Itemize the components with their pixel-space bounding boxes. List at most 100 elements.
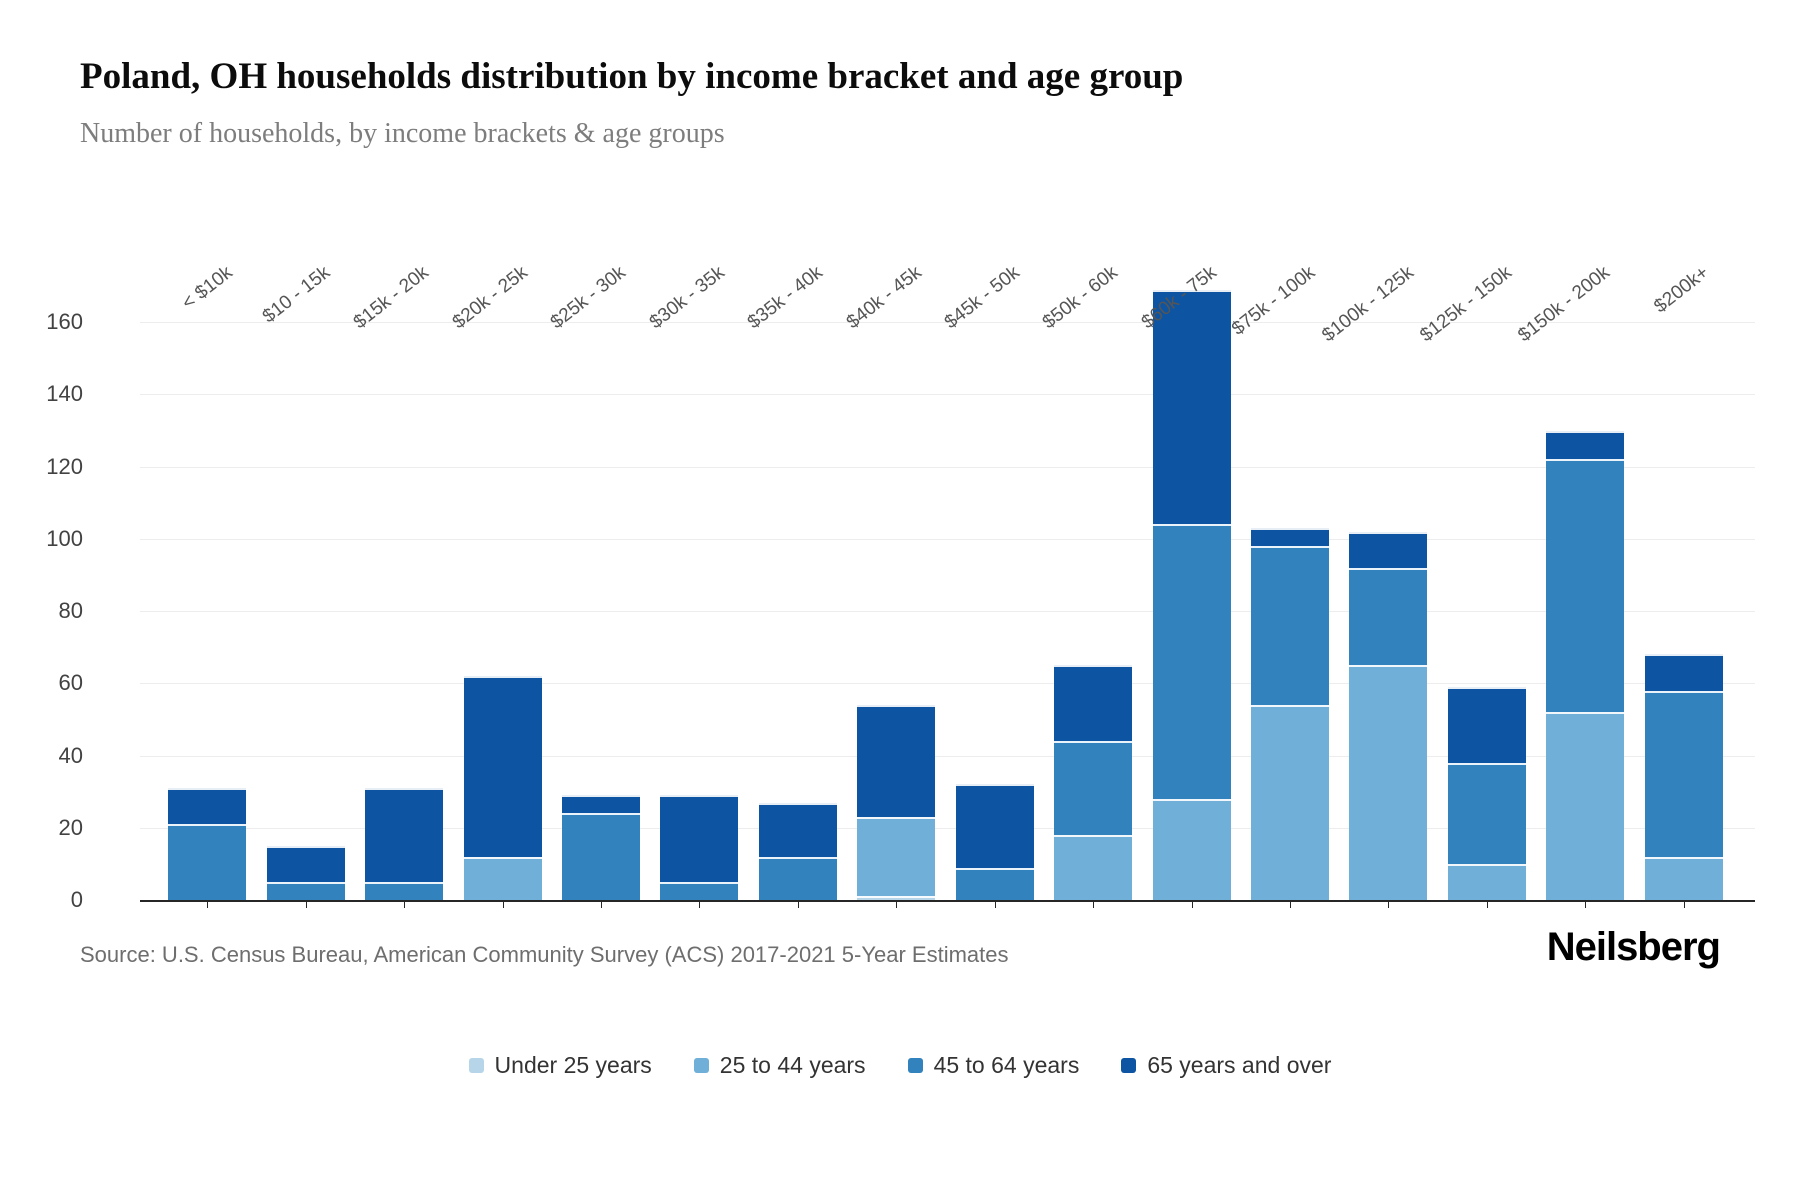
bar-segment[interactable]	[857, 816, 936, 897]
bar-slot: $60k - 75k	[1138, 250, 1240, 908]
x-axis-tick	[207, 902, 209, 908]
y-axis-label: 20	[58, 814, 83, 840]
legend-item[interactable]: 65 years and over	[1121, 1052, 1331, 1079]
bar-$60k - 75k[interactable]	[1152, 289, 1231, 900]
x-axis-tick	[797, 902, 799, 908]
bar-$25k - 30k[interactable]	[561, 795, 640, 900]
bar-slot: $40k - 45k	[842, 250, 945, 908]
legend-swatch-icon	[693, 1058, 709, 1073]
gridline	[140, 611, 1755, 613]
bar-$30k - 35k[interactable]	[660, 795, 739, 900]
x-axis-tick	[1585, 902, 1587, 908]
bar-segment[interactable]	[1251, 705, 1330, 900]
bar-segment[interactable]	[1644, 690, 1723, 857]
bar-segment[interactable]	[1546, 712, 1625, 900]
legend: Under 25 years 25 to 44 years 45 to 64 yea…	[0, 1052, 1800, 1079]
y-axis-label: 160	[46, 309, 83, 335]
bar-segment[interactable]	[660, 881, 739, 900]
page-subtitle: Number of households, by income brackets…	[80, 118, 725, 149]
bar-segment[interactable]	[1447, 686, 1526, 763]
y-axis-label: 80	[58, 598, 83, 624]
bar-segment[interactable]	[168, 824, 247, 900]
bar-segment[interactable]	[1447, 762, 1526, 864]
bar-segment[interactable]	[857, 705, 936, 817]
bar-segment[interactable]	[1251, 546, 1330, 705]
bar-< $10k[interactable]	[168, 788, 247, 900]
bar-$150k - 200k[interactable]	[1546, 430, 1625, 900]
bar-segment[interactable]	[1447, 863, 1526, 900]
page-title: Poland, OH households distribution by in…	[80, 56, 1184, 97]
bar-slot: $200k+	[1635, 250, 1733, 908]
bar-segment[interactable]	[561, 795, 640, 814]
bar-slot: $20k - 25k	[449, 250, 551, 908]
legend-item[interactable]: 45 to 64 years	[907, 1052, 1080, 1079]
bar-segment[interactable]	[168, 788, 247, 825]
bar-segment[interactable]	[1054, 835, 1133, 900]
bar-segment[interactable]	[266, 845, 345, 882]
bar-segment[interactable]	[561, 813, 640, 900]
legend-item[interactable]: 25 to 44 years	[693, 1052, 866, 1079]
x-axis-tick	[502, 902, 504, 908]
bar-segment[interactable]	[955, 784, 1034, 868]
bar-segment[interactable]	[1349, 567, 1428, 666]
bar-segment[interactable]	[463, 676, 542, 857]
x-axis-label: < $10k	[177, 262, 237, 314]
bar-slot: $150k - 200k	[1515, 250, 1634, 908]
x-axis-label: $10 - 15k	[259, 262, 335, 328]
x-axis-label: $200k+	[1650, 262, 1713, 318]
bar-segment[interactable]	[660, 795, 739, 882]
bar-segment[interactable]	[1152, 524, 1231, 799]
bar-slot: $75k - 100k	[1228, 250, 1339, 908]
bar-$50k - 60k[interactable]	[1054, 665, 1133, 900]
bar-segment[interactable]	[1546, 430, 1625, 460]
bar-segment[interactable]	[365, 881, 444, 900]
bar-segment[interactable]	[1349, 531, 1428, 568]
bar-segment[interactable]	[365, 788, 444, 882]
bar-$20k - 25k[interactable]	[463, 676, 542, 900]
bar-$10 - 15k[interactable]	[266, 845, 345, 900]
bar-segment[interactable]	[857, 896, 936, 900]
bar-segment[interactable]	[1546, 459, 1625, 713]
legend-label: 25 to 44 years	[719, 1052, 866, 1078]
bar-segment[interactable]	[1152, 798, 1231, 900]
bar-$35k - 40k[interactable]	[758, 802, 837, 900]
bar-slot: $50k - 60k	[1039, 250, 1142, 908]
bar-segment[interactable]	[758, 856, 837, 900]
x-axis-tick	[1191, 902, 1193, 908]
bar-segment[interactable]	[1644, 856, 1723, 900]
bar-segment[interactable]	[1644, 654, 1723, 691]
bar-$100k - 125k[interactable]	[1349, 531, 1428, 900]
bar-segment[interactable]	[266, 881, 345, 900]
bar-slot: $100k - 125k	[1318, 250, 1437, 908]
bar-segment[interactable]	[1152, 289, 1231, 525]
bar-$125k - 150k[interactable]	[1447, 686, 1526, 900]
bar-$75k - 100k[interactable]	[1251, 528, 1330, 900]
bar-$40k - 45k[interactable]	[857, 705, 936, 900]
bar-segment[interactable]	[1349, 665, 1428, 900]
x-axis-label: $75k - 100k	[1227, 262, 1319, 340]
bar-$45k - 50k[interactable]	[955, 784, 1034, 900]
x-axis-label: $25k - 30k	[547, 262, 630, 334]
x-axis-label: $30k - 35k	[645, 262, 729, 334]
x-axis-tick	[305, 902, 307, 908]
bar-segment[interactable]	[1251, 528, 1330, 547]
bar-segment[interactable]	[463, 856, 542, 900]
x-axis-label: $40k - 45k	[842, 262, 926, 334]
bar-segment[interactable]	[955, 867, 1034, 900]
source-note: Source: U.S. Census Bureau, American Com…	[80, 942, 1009, 967]
y-axis-label: 0	[70, 887, 83, 912]
bar-$15k - 20k[interactable]	[365, 788, 444, 900]
bar-segment[interactable]	[1054, 665, 1133, 742]
gridline	[140, 466, 1755, 468]
plot-area: 0 20 40 60 80 100 120 140 160 < $10k $10 - 15k $15k…	[46, 250, 1755, 912]
bar-$200k+[interactable]	[1644, 654, 1723, 900]
legend-item[interactable]: Under 25 years	[468, 1052, 652, 1079]
bar-segment[interactable]	[1054, 741, 1133, 835]
x-axis-tick	[994, 902, 996, 908]
x-axis-label: $45k - 50k	[940, 262, 1024, 334]
legend-label: 45 to 64 years	[933, 1052, 1080, 1078]
legend-swatch-icon	[1121, 1058, 1137, 1073]
x-axis-tick	[1093, 902, 1095, 908]
bar-segment[interactable]	[758, 802, 837, 857]
